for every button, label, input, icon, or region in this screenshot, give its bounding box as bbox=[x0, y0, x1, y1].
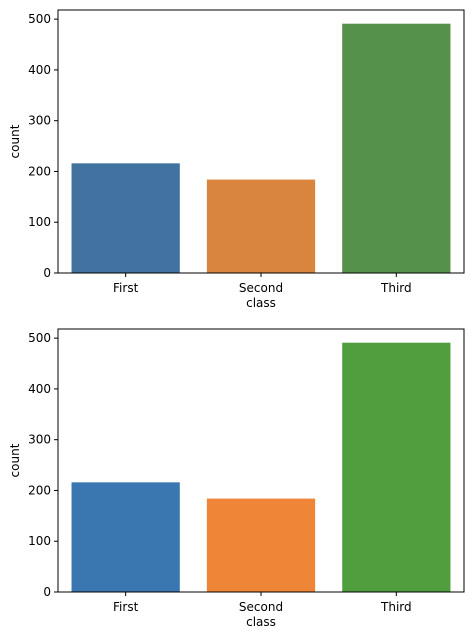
y-tick-label: 400 bbox=[28, 63, 51, 77]
y-axis-label: count bbox=[8, 443, 22, 477]
bar-first bbox=[71, 482, 180, 592]
y-tick-label: 200 bbox=[28, 483, 51, 497]
y-tick-label: 500 bbox=[28, 331, 51, 345]
y-tick-label: 500 bbox=[28, 12, 51, 26]
bar-third bbox=[342, 23, 451, 273]
x-axis-label: class bbox=[246, 615, 276, 629]
y-tick-label: 400 bbox=[28, 382, 51, 396]
y-tick-label: 0 bbox=[43, 266, 51, 280]
y-tick-label: 100 bbox=[28, 215, 51, 229]
bar-second bbox=[206, 179, 316, 273]
y-tick-label: 200 bbox=[28, 164, 51, 178]
y-tick-label: 300 bbox=[28, 433, 51, 447]
y-tick-label: 100 bbox=[28, 534, 51, 548]
y-axis-label: count bbox=[8, 124, 22, 158]
x-tick-label: Third bbox=[380, 281, 412, 295]
bar-third bbox=[342, 342, 451, 592]
y-tick-label: 0 bbox=[43, 585, 51, 599]
x-tick-label: Third bbox=[380, 600, 412, 614]
x-axis-label: class bbox=[246, 296, 276, 310]
x-tick-label: Second bbox=[239, 281, 283, 295]
chart-2: 0 100 200 300 400 500 First Second Third class cou… bbox=[8, 328, 465, 629]
y-tick-label: 300 bbox=[28, 114, 51, 128]
bar-first bbox=[71, 163, 180, 273]
x-tick-label: First bbox=[113, 600, 139, 614]
chart-1: 0 100 200 300 400 500 First Second Third class cou… bbox=[8, 9, 465, 310]
bar-second bbox=[206, 498, 316, 592]
x-tick-label: First bbox=[113, 281, 139, 295]
x-tick-label: Second bbox=[239, 600, 283, 614]
